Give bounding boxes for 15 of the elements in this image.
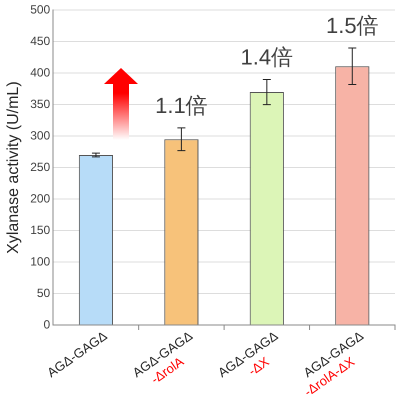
annotation: 1.5倍 (326, 13, 379, 38)
y-tick-label: 400 (30, 65, 51, 80)
annotation: 1.1倍 (155, 93, 208, 118)
y-tick-label: 250 (30, 160, 51, 174)
y-tick-label: 100 (30, 254, 51, 268)
y-tick-label: 50 (36, 286, 51, 300)
y-tick-label: 150 (30, 222, 51, 237)
y-tick-label: 500 (30, 2, 51, 17)
y-tick-label: 300 (30, 128, 51, 142)
y-tick-label: 350 (30, 96, 51, 111)
y-tick-label: 450 (30, 34, 51, 48)
y-axis-title: Xylanase activity (U/mL) (5, 81, 22, 254)
annotation: 1.4倍 (240, 44, 294, 70)
y-tick-label: 200 (30, 191, 51, 206)
y-tick-label: 0 (44, 317, 51, 332)
